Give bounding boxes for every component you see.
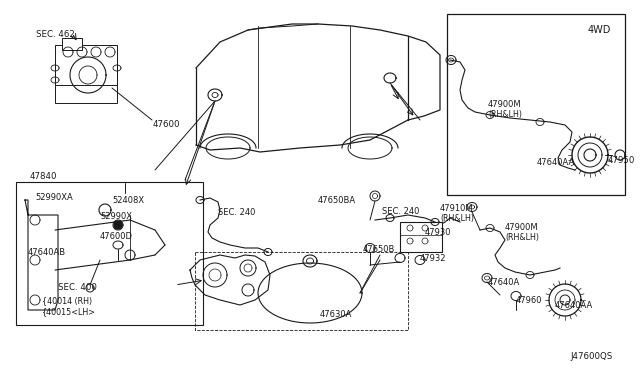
Bar xyxy=(195,252,408,330)
Bar xyxy=(55,85,117,103)
Text: 47900M: 47900M xyxy=(505,223,539,232)
Bar xyxy=(400,222,442,252)
Text: 4WD: 4WD xyxy=(588,25,611,35)
Text: 47630A: 47630A xyxy=(320,310,353,319)
Text: SEC. 240: SEC. 240 xyxy=(382,207,419,216)
Bar xyxy=(16,182,203,325)
Text: 47950: 47950 xyxy=(608,156,636,165)
Text: {40014 (RH): {40014 (RH) xyxy=(42,296,92,305)
Text: 47910M: 47910M xyxy=(440,204,474,213)
Text: 47932: 47932 xyxy=(420,254,447,263)
Text: 52990XA: 52990XA xyxy=(35,193,73,202)
Text: 47930: 47930 xyxy=(425,228,451,237)
Text: 47960: 47960 xyxy=(516,296,543,305)
Text: (RH&LH): (RH&LH) xyxy=(505,233,539,242)
Text: 47640AA: 47640AA xyxy=(537,158,575,167)
Text: 47640AA: 47640AA xyxy=(555,301,593,310)
Text: 52408X: 52408X xyxy=(112,196,144,205)
Text: 47640AB: 47640AB xyxy=(28,248,66,257)
Text: 47600: 47600 xyxy=(153,120,180,129)
Bar xyxy=(55,45,117,100)
Text: J47600QS: J47600QS xyxy=(570,352,612,361)
Text: (RH&LH): (RH&LH) xyxy=(440,214,474,223)
Text: 47650B: 47650B xyxy=(363,245,396,254)
Bar xyxy=(62,38,82,50)
Bar xyxy=(447,14,625,195)
Text: 52990X: 52990X xyxy=(100,212,132,221)
Text: 47650BA: 47650BA xyxy=(318,196,356,205)
Text: 47640A: 47640A xyxy=(488,278,520,287)
Text: SEC. 240: SEC. 240 xyxy=(218,208,255,217)
Text: (RH&LH): (RH&LH) xyxy=(488,110,522,119)
Text: 47900M: 47900M xyxy=(488,100,522,109)
Text: {40015<LH>: {40015<LH> xyxy=(42,307,96,316)
Text: 47600D: 47600D xyxy=(100,232,133,241)
Polygon shape xyxy=(114,221,122,229)
Text: SEC. 400: SEC. 400 xyxy=(58,283,97,292)
Text: SEC. 462: SEC. 462 xyxy=(36,30,75,39)
Text: 47840: 47840 xyxy=(30,172,58,181)
